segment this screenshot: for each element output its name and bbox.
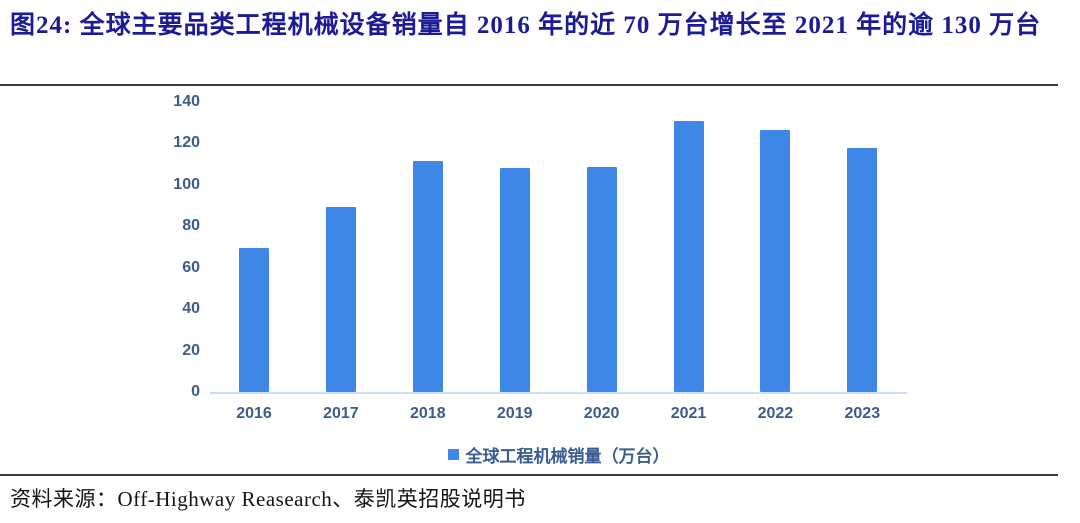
x-axis-line: [210, 392, 907, 394]
source-line: 资料来源：Off-Highway Reasearch、泰凯英招股说明书: [10, 487, 526, 511]
x-tick-label-2018: 2018: [410, 405, 446, 422]
figure-title: 图24: 全球主要品类工程机械设备销量自 2016 年的近 70 万台增长至 2…: [10, 12, 1042, 39]
bar-2016: [239, 247, 269, 392]
y-tick-label-120: 120: [173, 134, 200, 151]
source-divider: [0, 474, 1058, 476]
x-tick-label-2020: 2020: [583, 405, 620, 422]
y-tick-label-20: 20: [182, 341, 200, 359]
x-tick-label-2017: 2017: [323, 405, 359, 422]
sales-bar-chart: 全球工程机械销量（万台） 0 20 40 60 80 100 120 140 2016 2017 2…: [0, 86, 1080, 472]
x-tick-label-2021: 2021: [670, 405, 707, 422]
x-tick-label-2016: 2016: [236, 405, 272, 422]
bar-2022: [760, 129, 791, 392]
x-tick-label-2022: 2022: [757, 405, 794, 422]
y-tick-label-80: 80: [182, 217, 200, 234]
title-divider: [0, 84, 1058, 86]
x-tick-label-2023: 2023: [844, 405, 881, 422]
bar-2018: [412, 160, 443, 392]
bar-2023: [847, 148, 878, 392]
legend-swatch-icon: [447, 449, 459, 460]
y-tick-label-140: 140: [173, 92, 200, 110]
y-tick-label-0: 0: [191, 383, 200, 400]
y-tick-label-100: 100: [173, 175, 200, 193]
y-tick-label-40: 40: [182, 300, 200, 317]
chart-legend: 全球工程机械销量（万台）: [210, 442, 907, 467]
x-tick-label-2019: 2019: [496, 405, 533, 422]
bar-2017: [325, 207, 356, 392]
bar-2021: [673, 121, 704, 392]
y-tick-label-60: 60: [182, 258, 200, 276]
bar-2019: [499, 167, 530, 392]
bar-2020: [586, 166, 617, 392]
legend-label: 全球工程机械销量（万台）: [465, 447, 670, 466]
